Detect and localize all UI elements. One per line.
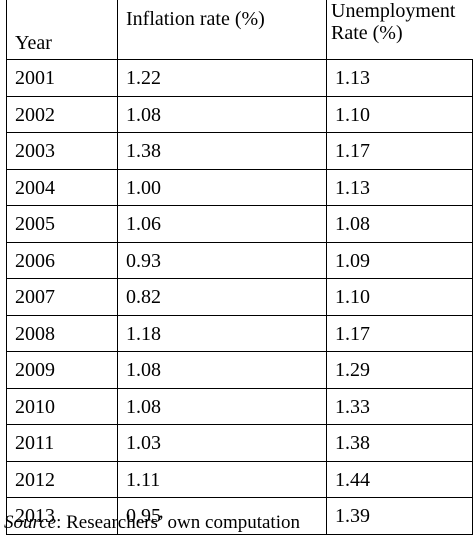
data-table-container: Year Inflation rate (%) Unemployment Rat… xyxy=(6,0,473,535)
cell-unemployment: 1.33 xyxy=(326,387,473,425)
cell-inflation: 0.95 xyxy=(117,497,327,535)
cell-year: 2013 xyxy=(6,497,118,535)
table-row: 2011 1.03 1.38 xyxy=(6,424,473,462)
cell-inflation: 1.18 xyxy=(117,314,327,352)
cell-inflation: 1.08 xyxy=(117,351,327,389)
cell-inflation: 0.82 xyxy=(117,278,327,316)
cell-unemployment: 1.08 xyxy=(326,205,473,243)
source-note: Source: Researchers’ own computation xyxy=(4,512,300,534)
table-body: 2001 1.22 1.13 2002 1.08 1.10 2003 1.38 … xyxy=(6,59,473,535)
table-row: 2002 1.08 1.10 xyxy=(6,95,473,133)
column-header-unemployment-line1: Unemployment xyxy=(331,0,456,22)
table-row: 2010 1.08 1.33 xyxy=(6,387,473,425)
cell-inflation: 1.03 xyxy=(117,424,327,462)
header-row: Year Inflation rate (%) Unemployment Rat… xyxy=(6,0,473,60)
cell-year: 2010 xyxy=(6,387,118,425)
table-row: 2006 0.93 1.09 xyxy=(6,241,473,279)
cell-year: 2012 xyxy=(6,460,118,498)
cell-inflation: 0.93 xyxy=(117,241,327,279)
table-row: 2005 1.06 1.08 xyxy=(6,205,473,243)
cell-year: 2002 xyxy=(6,95,118,133)
cell-unemployment: 1.17 xyxy=(326,314,473,352)
cell-inflation: 1.00 xyxy=(117,168,327,206)
cell-year: 2006 xyxy=(6,241,118,279)
cell-unemployment: 1.10 xyxy=(326,95,473,133)
cell-year: 2011 xyxy=(6,424,118,462)
column-header-unemployment-line2: Rate (%) xyxy=(331,22,403,44)
cell-unemployment: 1.09 xyxy=(326,241,473,279)
table-row: 2003 1.38 1.17 xyxy=(6,132,473,170)
cell-year: 2005 xyxy=(6,205,118,243)
table-row: 2008 1.18 1.17 xyxy=(6,314,473,352)
cell-inflation: 1.11 xyxy=(117,460,327,498)
table-row: 2007 0.82 1.10 xyxy=(6,278,473,316)
source-label: Source xyxy=(4,512,57,533)
column-header-inflation: Inflation rate (%) xyxy=(117,0,327,60)
source-text: : Researchers’ own computation xyxy=(56,512,300,533)
cell-unemployment: 1.17 xyxy=(326,132,473,170)
cell-year: 2003 xyxy=(6,132,118,170)
table-row: 2009 1.08 1.29 xyxy=(6,351,473,389)
cell-year: 2008 xyxy=(6,314,118,352)
table-row: 2001 1.22 1.13 xyxy=(6,59,473,97)
table-row: 2012 1.11 1.44 xyxy=(6,460,473,498)
cell-year: 2004 xyxy=(6,168,118,206)
table-row: 2013 0.95 1.39 xyxy=(6,497,473,535)
cell-unemployment: 1.44 xyxy=(326,460,473,498)
cell-unemployment: 1.39 xyxy=(326,497,473,535)
cell-inflation: 1.22 xyxy=(117,59,327,97)
cell-unemployment: 1.13 xyxy=(326,168,473,206)
table-row: 2004 1.00 1.13 xyxy=(6,168,473,206)
cell-unemployment: 1.29 xyxy=(326,351,473,389)
cell-year: 2001 xyxy=(6,59,118,97)
inflation-unemployment-table: Year Inflation rate (%) Unemployment Rat… xyxy=(6,0,473,535)
cell-unemployment: 1.38 xyxy=(326,424,473,462)
cell-unemployment: 1.13 xyxy=(326,59,473,97)
cell-inflation: 1.06 xyxy=(117,205,327,243)
cell-inflation: 1.08 xyxy=(117,95,327,133)
cell-unemployment: 1.10 xyxy=(326,278,473,316)
table-header: Year Inflation rate (%) Unemployment Rat… xyxy=(6,0,473,60)
column-header-year: Year xyxy=(6,0,118,60)
cell-year: 2009 xyxy=(6,351,118,389)
cell-inflation: 1.08 xyxy=(117,387,327,425)
cell-inflation: 1.38 xyxy=(117,132,327,170)
column-header-unemployment: Unemployment Rate (%) xyxy=(326,0,473,60)
cell-year: 2007 xyxy=(6,278,118,316)
